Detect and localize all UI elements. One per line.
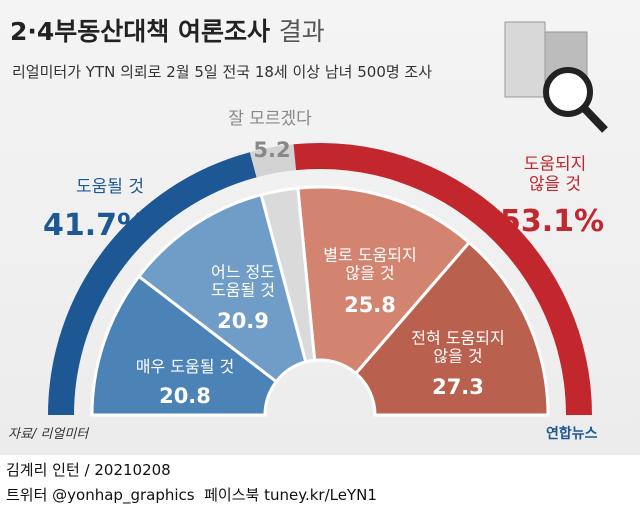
social: 트위터 @yonhap_graphics 페이스북 tuney.kr/LeYN1 [6, 486, 377, 504]
outer-segment [48, 152, 257, 416]
inner-label: 어느 정도 도움될 것 [211, 262, 275, 300]
outer-label: 도움되지 않을 것 [523, 154, 587, 194]
title: 2·4부동산대책 여론조사 결과 [10, 17, 325, 46]
inner-value: 27.3 [432, 374, 484, 399]
outer-value: 5.2 [253, 137, 291, 162]
inner-label: 매우 도움될 것 [135, 356, 235, 376]
inner-label: 별로 도움되지 않을 것 [323, 245, 417, 283]
unknown-gap [259, 186, 317, 364]
building-icon [504, 21, 608, 133]
inner-segment [296, 185, 472, 376]
outer-label: 도움될 것 [76, 177, 144, 198]
source: 자료/ 리얼미터 [8, 427, 89, 442]
logo: 연합뉴스 [546, 426, 598, 442]
outer-segment [293, 143, 592, 415]
credit: 김계리 인턴 / 20210208 [6, 461, 171, 479]
subtitle: 리얼미터가 YTN 의뢰로 2월 5일 전국 18세 이상 남녀 500명 조사 [12, 63, 433, 81]
outer-value: 53.1% [499, 203, 605, 239]
inner-segment [90, 274, 279, 417]
outer-value: 41.7% [42, 207, 148, 243]
outer-label: 잘 모르겠다 [228, 109, 312, 130]
inner-segment [136, 192, 308, 384]
inner-label: 전혀 도움되지 않을 것 [411, 328, 505, 366]
inner-value: 25.8 [344, 292, 396, 317]
inner-segment [353, 240, 550, 417]
outer-segment [249, 144, 297, 178]
inner-value: 20.9 [217, 308, 269, 333]
inner-value: 20.8 [159, 383, 211, 408]
